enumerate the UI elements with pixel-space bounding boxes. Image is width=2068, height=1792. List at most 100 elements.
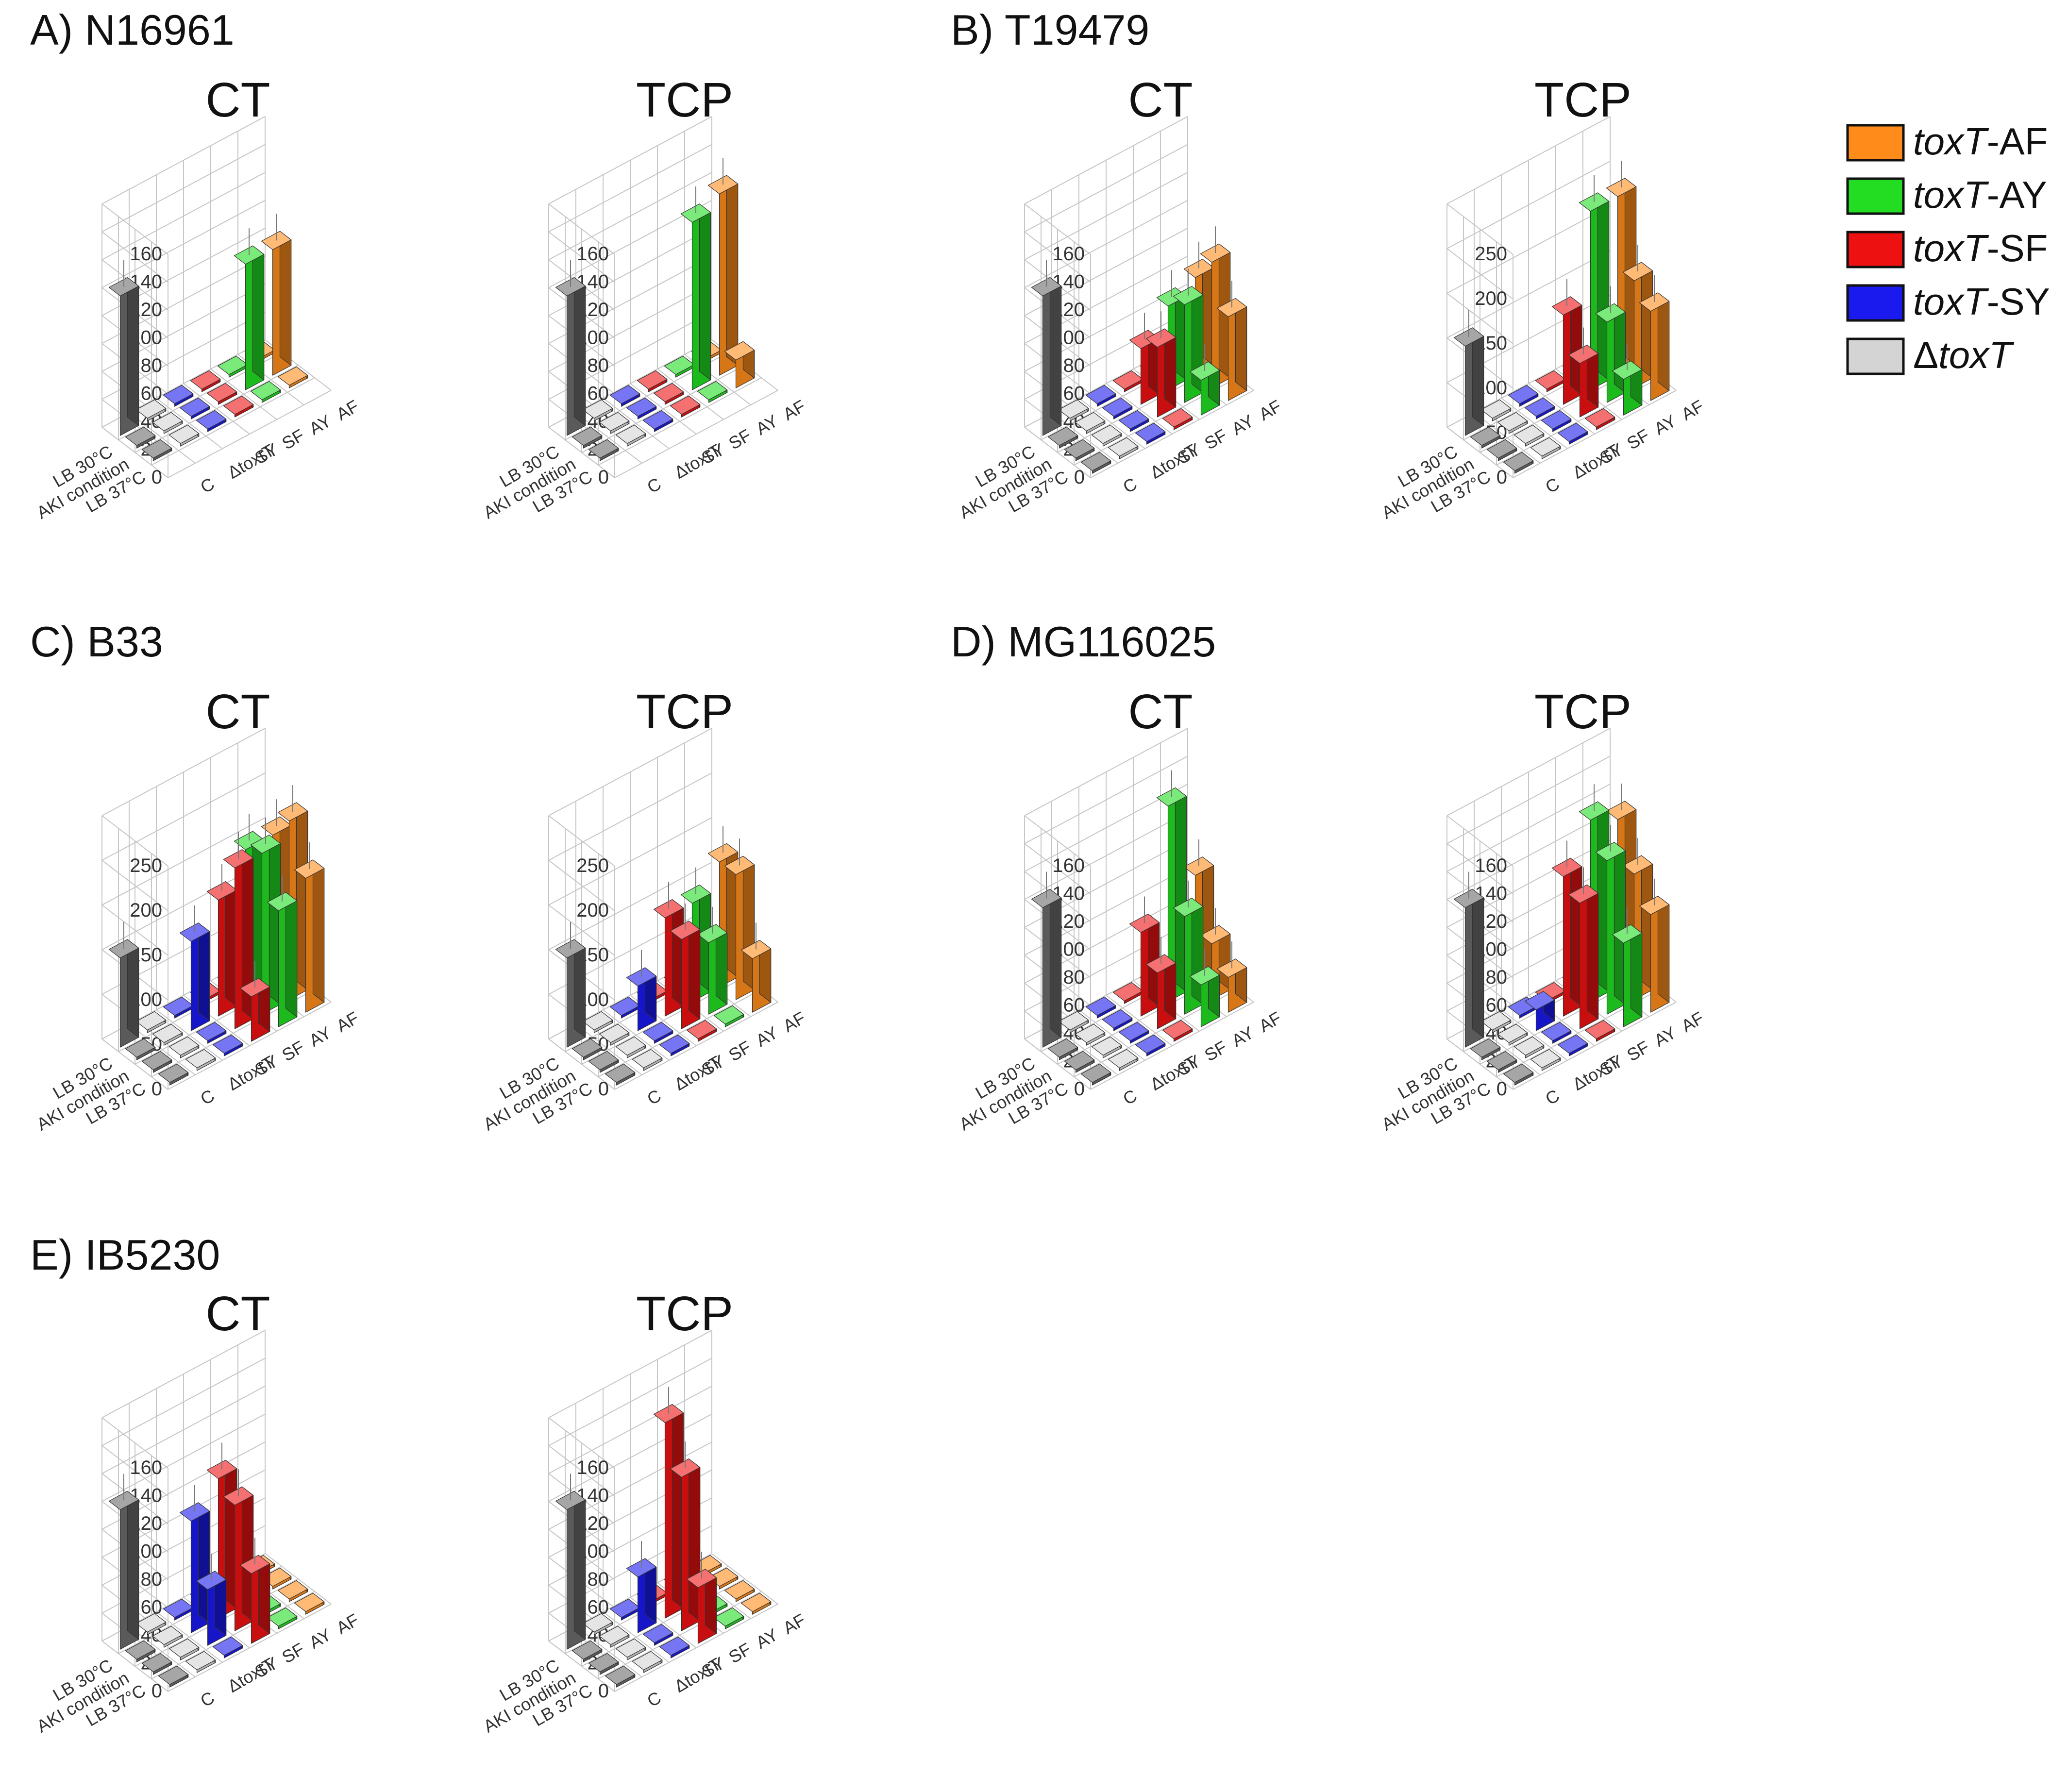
bar-top xyxy=(740,1592,772,1612)
bar-AF xyxy=(277,1580,308,1602)
grid-line-floor xyxy=(168,1604,332,1692)
bar-SY xyxy=(1557,422,1588,445)
strain-label: AF xyxy=(1678,396,1707,424)
bar-top xyxy=(653,383,684,402)
bar-top xyxy=(1541,1022,1572,1041)
bar-side xyxy=(198,922,210,1022)
z-tick-label: 200 xyxy=(1475,288,1507,309)
bar-side xyxy=(1657,292,1670,391)
bar-top xyxy=(609,385,640,404)
bar-delta xyxy=(615,1036,646,1058)
bar-top xyxy=(572,426,603,446)
bar-delta xyxy=(1075,412,1106,434)
strain-label: SF xyxy=(725,1037,755,1065)
legend-label-gene: toxT xyxy=(1913,280,1989,323)
bar-top xyxy=(599,1023,630,1043)
bar-SF xyxy=(239,961,270,1042)
bar-delta xyxy=(152,1625,183,1648)
chart-title: CT xyxy=(205,1287,270,1341)
strain-label: AY xyxy=(753,1022,782,1051)
bar-top xyxy=(599,412,630,432)
z-ticks: 020406080100120140160 xyxy=(1052,243,1085,488)
bar-SY xyxy=(659,1636,690,1658)
bar-SY xyxy=(626,1541,657,1633)
legend-item-delta: ΔtoxT xyxy=(1846,334,2015,376)
bar-top xyxy=(196,1022,227,1041)
chart-C-TCP: TCP050100150200250CΔtoxtTSYSFAYAFLB 30°C… xyxy=(480,685,808,1134)
bar-SF xyxy=(1162,1020,1193,1042)
bar-delta xyxy=(1058,399,1089,421)
legend-label-prefix: Δ xyxy=(1913,334,1938,376)
bar-SF xyxy=(1568,867,1599,1029)
bar-top xyxy=(1064,1051,1095,1071)
bar-C xyxy=(555,260,586,436)
bar-top xyxy=(615,1638,646,1658)
z-tick-label: 0 xyxy=(151,1078,162,1100)
bar-SY xyxy=(1524,397,1555,419)
bar-AY xyxy=(250,381,281,403)
chart-title: TCP xyxy=(636,1287,733,1341)
bar-delta xyxy=(615,1638,646,1660)
strain-label: C xyxy=(644,473,665,497)
strain-label: AF xyxy=(333,1007,362,1036)
bar-top xyxy=(632,1651,663,1671)
bar-C xyxy=(1453,310,1484,436)
bar-SF xyxy=(1162,408,1193,430)
bar-top xyxy=(1530,1049,1561,1069)
bar-AY xyxy=(1595,286,1626,403)
bar-SY xyxy=(163,996,194,1019)
legend-swatch xyxy=(1846,177,1905,215)
bar-top xyxy=(615,1036,646,1056)
legend-label-suffix: -AY xyxy=(1987,173,2047,216)
bar-top xyxy=(168,1036,200,1056)
bar-side xyxy=(127,1491,139,1640)
bar-delta xyxy=(1091,424,1122,447)
z-tick-label: 250 xyxy=(1475,243,1507,265)
bar-top xyxy=(713,1005,744,1025)
bar-top xyxy=(185,1651,216,1671)
bar-SF xyxy=(1568,327,1599,418)
bar-top xyxy=(1085,385,1116,404)
legend-label: ΔtoxT xyxy=(1913,334,2015,376)
bar-SY xyxy=(212,1034,243,1056)
panel-label-B: B) T19479 xyxy=(951,6,1149,54)
bar-top xyxy=(294,1592,325,1612)
bar-top xyxy=(158,1665,189,1685)
bar-C xyxy=(1486,439,1517,461)
z-tick-label: 60 xyxy=(588,383,609,404)
bar-top xyxy=(582,1011,613,1031)
chart-B-CT: CT020406080100120140160CΔtoxtTSYSFAYAFLB… xyxy=(956,73,1284,522)
z-tick-label: 160 xyxy=(576,1457,609,1478)
bar-C xyxy=(158,1665,189,1688)
legend-swatch xyxy=(1846,124,1905,162)
strain-label: AF xyxy=(1678,1007,1707,1036)
bar-C xyxy=(141,1653,172,1675)
bar-delta xyxy=(1058,1011,1089,1033)
bar-SF xyxy=(670,1441,701,1631)
bar-top xyxy=(206,383,237,402)
bar-top xyxy=(1486,1051,1517,1071)
chart-C-CT: CT050100150200250CΔtoxtTSYSFAYAFLB 30°CA… xyxy=(33,685,362,1134)
grid-line-floor xyxy=(135,365,299,453)
bar-AF xyxy=(294,1592,325,1615)
chart-title: TCP xyxy=(636,685,733,739)
bar-top xyxy=(212,1034,243,1054)
bar-SF xyxy=(670,395,701,418)
bar-AF xyxy=(724,1580,755,1602)
bar-SF xyxy=(223,832,254,1029)
bar-C xyxy=(1064,439,1095,461)
bar-C xyxy=(1503,1063,1534,1086)
bar-top xyxy=(1091,1036,1122,1056)
bar-AY xyxy=(1612,907,1643,1027)
grid-line-floor xyxy=(598,1591,762,1679)
bar-C xyxy=(158,1063,189,1086)
bar-top xyxy=(1058,1011,1089,1031)
z-tick-label: 80 xyxy=(588,1569,609,1590)
z-tick-label: 200 xyxy=(130,900,162,921)
bar-delta xyxy=(1530,1049,1561,1071)
bar-top xyxy=(135,1011,167,1031)
bars xyxy=(108,785,325,1086)
bar-top xyxy=(152,1023,183,1043)
